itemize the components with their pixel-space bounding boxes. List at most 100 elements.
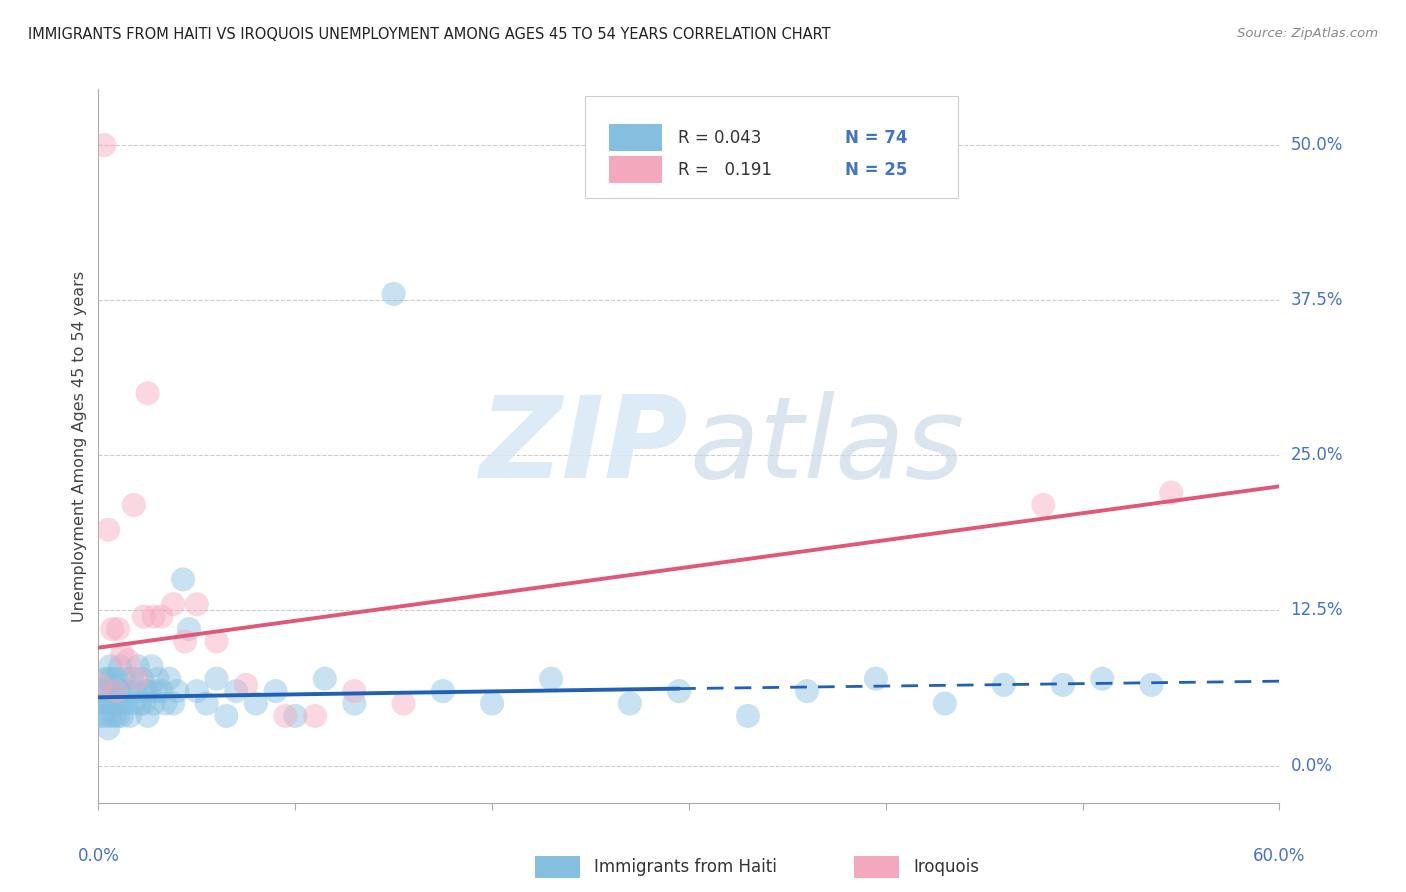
Point	[98, 709, 121, 723]
Text: 0.0%: 0.0%	[77, 847, 120, 865]
Point	[127, 672, 149, 686]
Point	[121, 672, 143, 686]
Point	[162, 597, 184, 611]
Point	[186, 684, 208, 698]
Point	[127, 659, 149, 673]
Point	[314, 672, 336, 686]
Bar	[855, 856, 900, 878]
Point	[93, 709, 115, 723]
Point	[142, 609, 165, 624]
Point	[98, 684, 121, 698]
Point	[737, 709, 759, 723]
Text: R = 0.043: R = 0.043	[678, 128, 762, 147]
Point	[619, 697, 641, 711]
Point	[91, 684, 114, 698]
Point	[138, 684, 160, 698]
Point	[97, 523, 120, 537]
Bar	[609, 156, 662, 184]
Point	[177, 622, 200, 636]
Point	[125, 684, 148, 698]
Point	[993, 678, 1015, 692]
Point	[136, 709, 159, 723]
Point	[107, 709, 129, 723]
Point	[111, 647, 134, 661]
Point	[1052, 678, 1074, 692]
Point	[225, 684, 247, 698]
Point	[108, 697, 131, 711]
Point	[166, 684, 188, 698]
Point	[382, 287, 405, 301]
Point	[101, 672, 124, 686]
Text: 50.0%: 50.0%	[1291, 136, 1343, 154]
Point	[111, 709, 134, 723]
Text: 37.5%: 37.5%	[1291, 291, 1343, 310]
Point	[540, 672, 562, 686]
Point	[172, 573, 194, 587]
Point	[89, 709, 111, 723]
Point	[1091, 672, 1114, 686]
Point	[132, 697, 155, 711]
Point	[174, 634, 197, 648]
Point	[101, 697, 124, 711]
Point	[117, 684, 139, 698]
Point	[142, 697, 165, 711]
Point	[1140, 678, 1163, 692]
Text: Iroquois: Iroquois	[914, 858, 980, 876]
Point	[93, 138, 115, 153]
Point	[91, 697, 114, 711]
Point	[105, 672, 128, 686]
Point	[162, 697, 184, 711]
Point	[105, 697, 128, 711]
Point	[141, 659, 163, 673]
FancyBboxPatch shape	[585, 95, 959, 198]
Bar	[609, 124, 662, 152]
Point	[205, 672, 228, 686]
Text: IMMIGRANTS FROM HAITI VS IROQUOIS UNEMPLOYMENT AMONG AGES 45 TO 54 YEARS CORRELA: IMMIGRANTS FROM HAITI VS IROQUOIS UNEMPL…	[28, 27, 831, 42]
Text: R =   0.191: R = 0.191	[678, 161, 772, 178]
Point	[115, 697, 138, 711]
Point	[103, 709, 125, 723]
Point	[392, 697, 415, 711]
Point	[186, 597, 208, 611]
Point	[122, 697, 145, 711]
Text: ZIP: ZIP	[481, 391, 689, 501]
Point	[135, 684, 157, 698]
Point	[157, 672, 180, 686]
Text: 0.0%: 0.0%	[1291, 756, 1333, 774]
Text: 60.0%: 60.0%	[1253, 847, 1306, 865]
Point	[668, 684, 690, 698]
Text: 12.5%: 12.5%	[1291, 601, 1343, 619]
Point	[146, 672, 169, 686]
Point	[112, 672, 135, 686]
Point	[245, 697, 267, 711]
Point	[155, 697, 177, 711]
Text: 25.0%: 25.0%	[1291, 446, 1343, 465]
Point	[128, 697, 150, 711]
Point	[131, 672, 153, 686]
Text: N = 25: N = 25	[845, 161, 907, 178]
Point	[107, 622, 129, 636]
Point	[97, 697, 120, 711]
Point	[98, 659, 121, 673]
Point	[274, 709, 297, 723]
Point	[150, 684, 173, 698]
Y-axis label: Unemployment Among Ages 45 to 54 years: Unemployment Among Ages 45 to 54 years	[72, 270, 87, 622]
Point	[264, 684, 287, 698]
Point	[304, 709, 326, 723]
Point	[205, 634, 228, 648]
Point	[122, 498, 145, 512]
Point	[111, 684, 134, 698]
Point	[97, 722, 120, 736]
Bar	[536, 856, 581, 878]
Text: N = 74: N = 74	[845, 128, 907, 147]
Point	[108, 659, 131, 673]
Point	[195, 697, 218, 711]
Point	[96, 672, 118, 686]
Point	[215, 709, 238, 723]
Point	[343, 697, 366, 711]
Point	[284, 709, 307, 723]
Text: Source: ZipAtlas.com: Source: ZipAtlas.com	[1237, 27, 1378, 40]
Point	[481, 697, 503, 711]
Point	[136, 386, 159, 401]
Point	[118, 709, 141, 723]
